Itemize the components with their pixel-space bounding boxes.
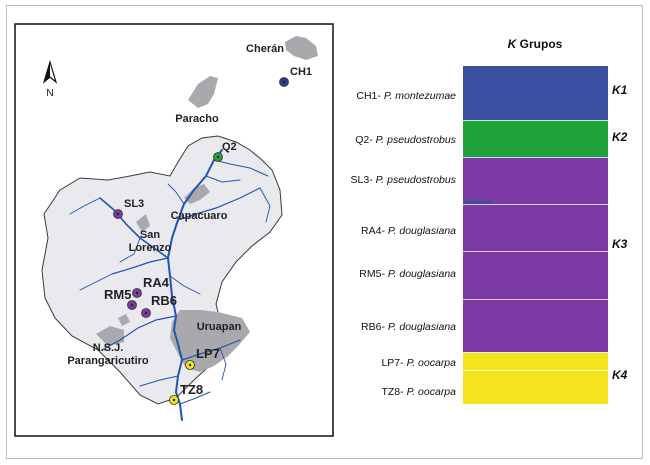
site-marker-center [135,291,139,295]
town-label-paracho: Paracho [175,113,219,125]
k-bar-ra4 [463,204,608,251]
site-marker-center [116,212,120,216]
population-species: P. montezumae [383,90,456,102]
population-species: P. douglasiana [387,321,456,333]
k-bar-tz8 [463,370,608,404]
town-label-line: N.S.J. [93,342,124,354]
k-bar-lp7 [463,352,608,370]
population-code: SL3- [350,174,376,186]
population-label: TZ8- P. oocarpa [381,386,456,398]
figure-frame [6,5,643,459]
north-arrow-icon [42,59,58,84]
population-species: P. douglasiana [387,225,456,237]
k-bar-rm5 [463,251,608,299]
town-label-line: San [140,229,160,241]
site-markers: CH1 Q2 SL3 RA4 RM5 RB6 LP7 TZ8 [104,66,312,405]
k-label-k4: K4 [612,368,628,382]
site-label-tz8: TZ8 [180,382,203,397]
san-lorenzo-patch [136,214,150,232]
population-species: P. oocarpa [406,386,456,398]
site-label-sl3: SL3 [124,198,144,210]
site-marker-center [130,303,134,307]
site-marker-center [216,155,220,159]
town-label-capacuaro: Capacuaro [171,210,228,222]
small-patch [118,314,130,326]
k-bar-q2 [463,120,608,157]
site-label-rm5: RM5 [104,287,131,302]
town-label-nsj: N.S.J.Parangaricutiro [67,342,149,367]
site-marker-center [144,311,148,315]
town-label-cheran: Cherán [246,43,284,55]
capacuaro-patch [184,184,210,204]
population-code: RB6- [361,321,388,333]
k-bar-sl3 [463,157,608,204]
k-label-k1: K1 [612,83,628,97]
k-bar-rb6 [463,299,608,352]
population-species: P. douglasiana [387,268,456,280]
uruapan-patch [170,310,250,372]
k-bar-ch1 [463,66,608,120]
population-species: P. pseudostrobus [375,134,456,146]
k-label-k2: K2 [612,130,628,144]
population-code: TZ8- [381,386,407,398]
population-species: P. pseudostrobus [375,174,456,186]
population-code: RM5- [359,268,388,280]
population-code: RA4- [361,225,388,237]
river-network [69,149,271,421]
population-species: P. oocarpa [406,357,456,369]
population-label: CH1- P. montezumae [356,90,456,102]
site-marker-center [282,80,286,84]
k-bar-admixture [463,201,493,204]
population-code: Q2- [355,134,376,146]
site-marker-center [188,363,192,367]
panel-title: K Grupos [507,37,563,51]
town-label-line: Lorenzo [129,242,172,254]
population-code: LP7- [381,357,407,369]
site-label-ra4: RA4 [143,275,170,290]
population-label: RA4- P. douglasiana [361,225,456,237]
paracho-patch [188,76,218,108]
population-label: SL3- P. pseudostrobus [351,174,456,186]
site-label-lp7: LP7 [196,346,220,361]
town-label-line: Parangaricutiro [67,355,149,367]
population-label: LP7- P. oocarpa [381,357,456,369]
north-label: N [46,88,53,99]
population-label: Q2- P. pseudostrobus [355,134,456,146]
population-label: RM5- P. douglasiana [359,268,456,280]
town-label-uruapan: Uruapan [197,321,242,333]
site-marker-center [172,398,176,402]
site-label-q2: Q2 [222,141,237,153]
population-code: CH1- [356,90,384,102]
population-label: RB6- P. douglasiana [361,321,456,333]
site-label-rb6: RB6 [151,293,177,308]
site-label-ch1: CH1 [290,66,312,78]
cheran-patch [285,36,318,60]
k-label-k3: K3 [612,237,628,251]
